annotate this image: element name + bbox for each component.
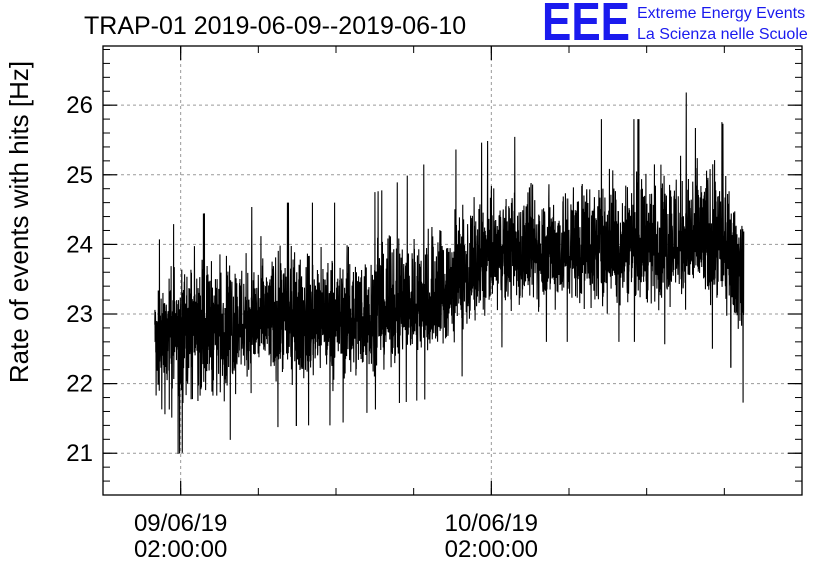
y-tick-label: 22 — [66, 371, 93, 398]
tick-labels: 21222324252609/06/1902:00:0010/06/1902:0… — [66, 92, 538, 563]
y-axis-title: Rate of events with hits [Hz] — [4, 61, 34, 383]
series-line — [154, 92, 745, 454]
y-tick-label: 26 — [66, 92, 93, 119]
x-tick-time-label: 02:00:00 — [445, 536, 538, 563]
y-tick-label: 21 — [66, 440, 93, 467]
data-series — [154, 92, 745, 454]
y-tick-label: 24 — [66, 231, 93, 258]
y-tick-label: 23 — [66, 301, 93, 328]
logo-line-2: La Scienza nelle Scuole — [637, 26, 808, 43]
axis-ticks — [102, 46, 803, 496]
chart-title: TRAP-01 2019-06-09--2019-06-10 — [84, 12, 466, 40]
plot-frame — [102, 45, 803, 496]
eee-logo-mark: EEE — [542, 0, 630, 52]
x-tick-date-label: 10/06/19 — [445, 510, 538, 537]
x-tick-date-label: 09/06/19 — [134, 510, 227, 537]
eee-logo: EEE Extreme Energy Events La Scienza nel… — [542, 0, 808, 52]
logo-line-1: Extreme Energy Events — [637, 5, 805, 22]
y-tick-label: 25 — [66, 162, 93, 189]
x-tick-time-label: 02:00:00 — [134, 536, 227, 563]
